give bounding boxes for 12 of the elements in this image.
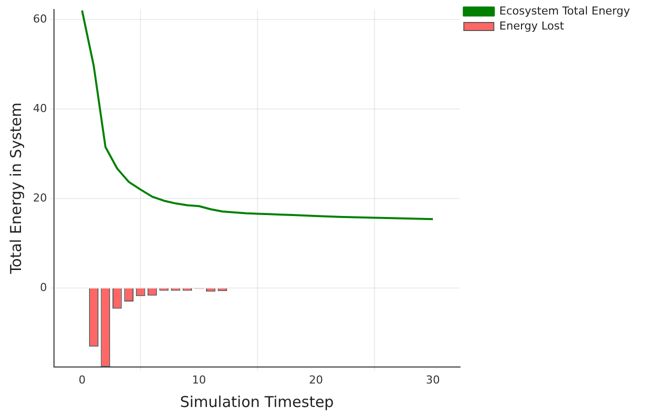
- legend-label: Energy Lost: [499, 19, 565, 32]
- y-axis-title: Total Energy in System: [6, 102, 25, 275]
- x-tick-label: 0: [78, 373, 86, 386]
- x-tick-label: 10: [192, 373, 206, 386]
- y-tick-label: 0: [40, 280, 47, 294]
- y-tick-label: 40: [32, 102, 47, 115]
- legend-label: Ecosystem Total Energy: [499, 4, 630, 18]
- y-tick-label: 20: [32, 191, 47, 204]
- x-tick-label: 30: [426, 373, 440, 386]
- x-axis-title: Simulation Timestep: [180, 392, 334, 411]
- y-tick-label: 60: [32, 12, 47, 26]
- x-tick-label: 20: [308, 373, 323, 386]
